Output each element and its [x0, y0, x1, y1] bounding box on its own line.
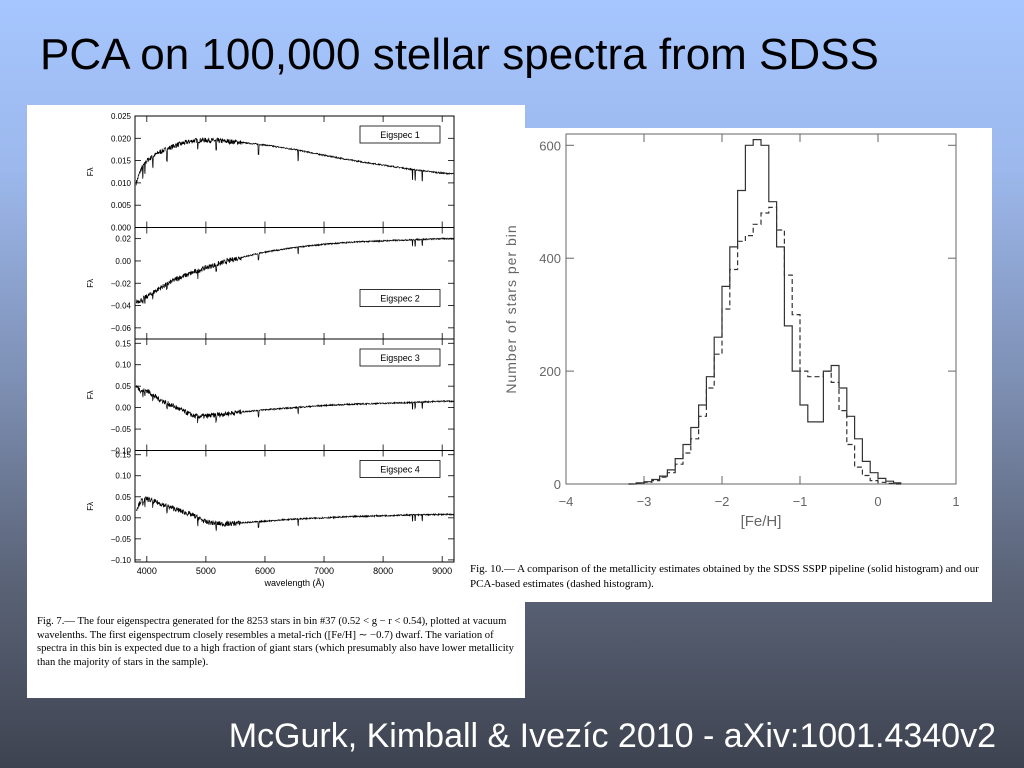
- panel-legend-label: Eigspec 2: [380, 294, 420, 304]
- y-tick-label: −0.04: [111, 302, 132, 311]
- y-tick-label: 600: [539, 138, 561, 153]
- y-tick-label: 0.10: [115, 361, 131, 370]
- y-tick-label: 0.015: [111, 157, 132, 166]
- y-tick-label: 200: [539, 364, 561, 379]
- figure-7-panel: 0.025 0.020 0.015 0.010 0.005 0.000 Fλ Eigspec …: [27, 105, 525, 698]
- y-tick-label: 0: [554, 477, 561, 492]
- x-axis-label: [Fe/H]: [741, 513, 782, 530]
- figure-10-caption: Fig. 10.— A comparison of the metallicit…: [470, 563, 979, 590]
- y-tick-label: 0.05: [115, 382, 131, 391]
- eigenspectrum-line: [135, 237, 455, 304]
- y-tick-label: 0.005: [111, 201, 132, 210]
- x-axis-label: wavelength (Å): [263, 578, 324, 588]
- y-tick-label: 0.00: [115, 257, 131, 266]
- panel-legend-box: [359, 348, 441, 367]
- y-axis-label: Fλ: [86, 167, 95, 176]
- y-tick-label: −0.05: [111, 535, 132, 544]
- panel-legend-label: Eigspec 3: [380, 353, 420, 363]
- figure-7-caption: Fig. 7.— The four eigenspectra generated…: [37, 616, 514, 668]
- eigenspectra-chart: 0.025 0.020 0.015 0.010 0.005 0.000 Fλ Eigspec …: [86, 112, 455, 588]
- pca-histogram-dashed: [628, 206, 902, 485]
- y-tick-label: 0.05: [115, 493, 131, 502]
- eigenspectrum-line: [135, 136, 455, 186]
- y-tick-label: 0.15: [115, 451, 131, 460]
- x-tick-label: 1: [952, 494, 959, 509]
- y-axis-label: Fλ: [86, 390, 95, 399]
- eigenspectrum-line: [136, 496, 455, 531]
- y-tick-label: 0.025: [111, 112, 132, 121]
- panel-legend-box: [359, 125, 441, 144]
- y-axis-label: Fλ: [86, 502, 95, 511]
- citation-footer: McGurk, Kimball & Ivezíc 2010 - aXiv:100…: [228, 717, 996, 755]
- y-tick-label: 0.010: [111, 179, 132, 188]
- y-tick-label: 0.020: [111, 134, 132, 143]
- y-tick-label: 0.15: [115, 339, 131, 348]
- y-tick-label: −0.02: [111, 279, 132, 288]
- x-tick-label: −1: [793, 494, 808, 509]
- y-tick-label: −0.10: [111, 556, 132, 565]
- y-axis-label: Number of stars per bin: [503, 224, 519, 393]
- y-tick-label: −0.06: [111, 324, 132, 333]
- y-tick-label: −0.10: [111, 447, 132, 456]
- figure-10-label: Fig. 10.: [470, 563, 504, 575]
- figure-7-caption-text: The four eigenspectra generated for the …: [37, 616, 514, 668]
- y-tick-label: 0.000: [111, 224, 132, 233]
- panel-frame: [134, 450, 455, 563]
- x-tick-label: −3: [637, 494, 652, 509]
- panel-legend-box: [359, 289, 441, 307]
- y-tick-label: 0.02: [115, 235, 131, 244]
- figure-7-label: Fig. 7.: [37, 616, 65, 627]
- y-tick-label: 0.00: [115, 404, 131, 413]
- x-tick-label: 0: [874, 494, 881, 509]
- x-tick-label: −2: [715, 494, 730, 509]
- slide-title: PCA on 100,000 stellar spectra from SDSS: [40, 30, 879, 79]
- y-tick-label: −0.05: [111, 425, 132, 434]
- eigenspectrum-line: [135, 385, 455, 424]
- x-tick-label: 4000: [137, 566, 157, 576]
- x-tick-label: 8000: [373, 566, 393, 576]
- panel-legend-label: Eigspec 1: [380, 130, 420, 140]
- figure-10-caption-text: A comparison of the metallicity estimate…: [470, 563, 979, 590]
- y-tick-label: 0.10: [115, 472, 131, 481]
- y-tick-label: 400: [539, 251, 561, 266]
- x-tick-label: 7000: [314, 566, 334, 576]
- panel-legend-label: Eigspec 4: [380, 465, 420, 475]
- plot-frame: [565, 133, 957, 485]
- x-tick-label: 5000: [196, 566, 216, 576]
- metallicity-histogram-chart: −4 −3 −2 −1 0 1 0 200 400 600 [Fe/H] Number of star…: [503, 133, 960, 530]
- panel-frame: [134, 227, 455, 340]
- panel-legend-box: [359, 460, 441, 478]
- y-axis-label: Fλ: [86, 279, 95, 288]
- y-tick-label: 0.00: [115, 514, 131, 523]
- figure-10-panel: −4 −3 −2 −1 0 1 0 200 400 600 [Fe/H] Number of star…: [466, 128, 992, 602]
- x-tick-label: 9000: [432, 566, 452, 576]
- sspp-histogram-solid: [628, 139, 902, 485]
- x-tick-label: −4: [559, 494, 574, 509]
- x-tick-label: 6000: [255, 566, 275, 576]
